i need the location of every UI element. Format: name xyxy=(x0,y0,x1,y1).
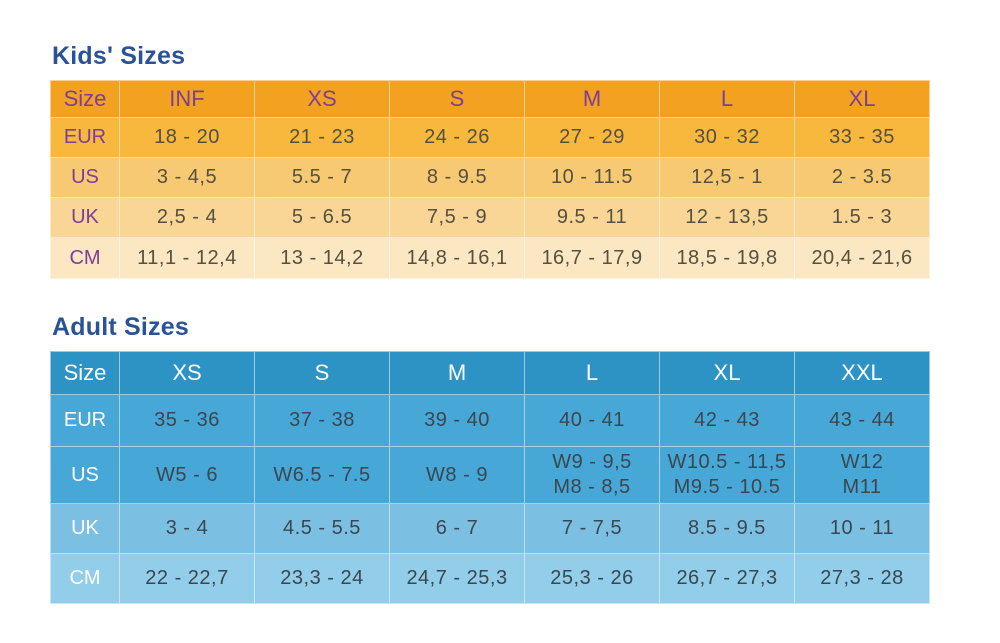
table-cell: 25,3 - 26 xyxy=(525,554,660,604)
kids-col-size: Size xyxy=(50,80,120,118)
adult-col-xxl: XXL xyxy=(795,351,930,395)
table-cell: 2,5 - 4 xyxy=(120,198,255,238)
row-label: UK xyxy=(50,198,120,238)
table-cell: 18 - 20 xyxy=(120,118,255,158)
table-cell: 22 - 22,7 xyxy=(120,554,255,604)
kids-col-m: M xyxy=(525,80,660,118)
table-cell: 12,5 - 1 xyxy=(660,158,795,198)
row-label: EUR xyxy=(50,118,120,158)
adult-sizes-title: Adult Sizes xyxy=(52,313,189,341)
adult-col-xs: XS xyxy=(120,351,255,395)
table-cell: 1.5 - 3 xyxy=(795,198,930,238)
adult-col-size: Size xyxy=(50,351,120,395)
table-cell: 33 - 35 xyxy=(795,118,930,158)
table-cell: 8 - 9.5 xyxy=(390,158,525,198)
kids-col-xs: XS xyxy=(255,80,390,118)
table-cell: 18,5 - 19,8 xyxy=(660,238,795,279)
table-cell: 14,8 - 16,1 xyxy=(390,238,525,279)
kids-col-s: S xyxy=(390,80,525,118)
kids-col-l: L xyxy=(660,80,795,118)
row-label: US xyxy=(50,447,120,504)
table-cell: W9 - 9,5 M8 - 8,5 xyxy=(525,447,660,504)
kids-size-table: Size INF XS S M L XL EUR 18 - 20 21 - 23… xyxy=(50,80,930,279)
table-cell: 27 - 29 xyxy=(525,118,660,158)
table-cell: 13 - 14,2 xyxy=(255,238,390,279)
adult-size-table: Size XS S M L XL XXL EUR 35 - 36 37 - 38… xyxy=(50,351,930,604)
row-label: EUR xyxy=(50,395,120,447)
table-cell: 3 - 4,5 xyxy=(120,158,255,198)
table-cell: W6.5 - 7.5 xyxy=(255,447,390,504)
kids-sizes-title: Kids' Sizes xyxy=(52,42,186,70)
table-cell: 7 - 7,5 xyxy=(525,504,660,554)
kids-col-xl: XL xyxy=(795,80,930,118)
table-cell: 27,3 - 28 xyxy=(795,554,930,604)
table-cell: 43 - 44 xyxy=(795,395,930,447)
adult-col-s: S xyxy=(255,351,390,395)
table-cell: 21 - 23 xyxy=(255,118,390,158)
table-cell: 4.5 - 5.5 xyxy=(255,504,390,554)
table-cell: 30 - 32 xyxy=(660,118,795,158)
table-cell: 8.5 - 9.5 xyxy=(660,504,795,554)
adult-row-us: US W5 - 6 W6.5 - 7.5 W8 - 9 W9 - 9,5 M8 … xyxy=(50,447,930,504)
row-label: CM xyxy=(50,554,120,604)
table-cell: 26,7 - 27,3 xyxy=(660,554,795,604)
table-cell: 3 - 4 xyxy=(120,504,255,554)
table-cell: 24 - 26 xyxy=(390,118,525,158)
table-cell: 20,4 - 21,6 xyxy=(795,238,930,279)
table-cell: 7,5 - 9 xyxy=(390,198,525,238)
table-cell: 10 - 11 xyxy=(795,504,930,554)
table-cell: 23,3 - 24 xyxy=(255,554,390,604)
adult-col-xl: XL xyxy=(660,351,795,395)
size-chart-page: Kids' Sizes Size INF XS S M L XL EUR 18 … xyxy=(50,42,930,604)
kids-row-eur: EUR 18 - 20 21 - 23 24 - 26 27 - 29 30 -… xyxy=(50,118,930,158)
kids-row-cm: CM 11,1 - 12,4 13 - 14,2 14,8 - 16,1 16,… xyxy=(50,238,930,279)
table-cell: 9.5 - 11 xyxy=(525,198,660,238)
adult-row-eur: EUR 35 - 36 37 - 38 39 - 40 40 - 41 42 -… xyxy=(50,395,930,447)
table-cell: 11,1 - 12,4 xyxy=(120,238,255,279)
table-cell: 16,7 - 17,9 xyxy=(525,238,660,279)
table-cell: 37 - 38 xyxy=(255,395,390,447)
adult-col-m: M xyxy=(390,351,525,395)
table-cell: W10.5 - 11,5 M9.5 - 10.5 xyxy=(660,447,795,504)
kids-row-us: US 3 - 4,5 5.5 - 7 8 - 9.5 10 - 11.5 12,… xyxy=(50,158,930,198)
table-cell: W5 - 6 xyxy=(120,447,255,504)
table-cell: 40 - 41 xyxy=(525,395,660,447)
adult-header-row: Size XS S M L XL XXL xyxy=(50,351,930,395)
kids-header-row: Size INF XS S M L XL xyxy=(50,80,930,118)
row-label: UK xyxy=(50,504,120,554)
row-label: CM xyxy=(50,238,120,279)
adult-row-cm: CM 22 - 22,7 23,3 - 24 24,7 - 25,3 25,3 … xyxy=(50,554,930,604)
table-cell: 10 - 11.5 xyxy=(525,158,660,198)
row-label: US xyxy=(50,158,120,198)
table-cell: W8 - 9 xyxy=(390,447,525,504)
table-cell: 35 - 36 xyxy=(120,395,255,447)
table-cell: 2 - 3.5 xyxy=(795,158,930,198)
adult-row-uk: UK 3 - 4 4.5 - 5.5 6 - 7 7 - 7,5 8.5 - 9… xyxy=(50,504,930,554)
adult-col-l: L xyxy=(525,351,660,395)
table-cell: W12 M11 xyxy=(795,447,930,504)
table-cell: 6 - 7 xyxy=(390,504,525,554)
table-cell: 39 - 40 xyxy=(390,395,525,447)
table-cell: 24,7 - 25,3 xyxy=(390,554,525,604)
table-cell: 5.5 - 7 xyxy=(255,158,390,198)
table-cell: 12 - 13,5 xyxy=(660,198,795,238)
kids-row-uk: UK 2,5 - 4 5 - 6.5 7,5 - 9 9.5 - 11 12 -… xyxy=(50,198,930,238)
table-cell: 42 - 43 xyxy=(660,395,795,447)
kids-col-inf: INF xyxy=(120,80,255,118)
table-cell: 5 - 6.5 xyxy=(255,198,390,238)
